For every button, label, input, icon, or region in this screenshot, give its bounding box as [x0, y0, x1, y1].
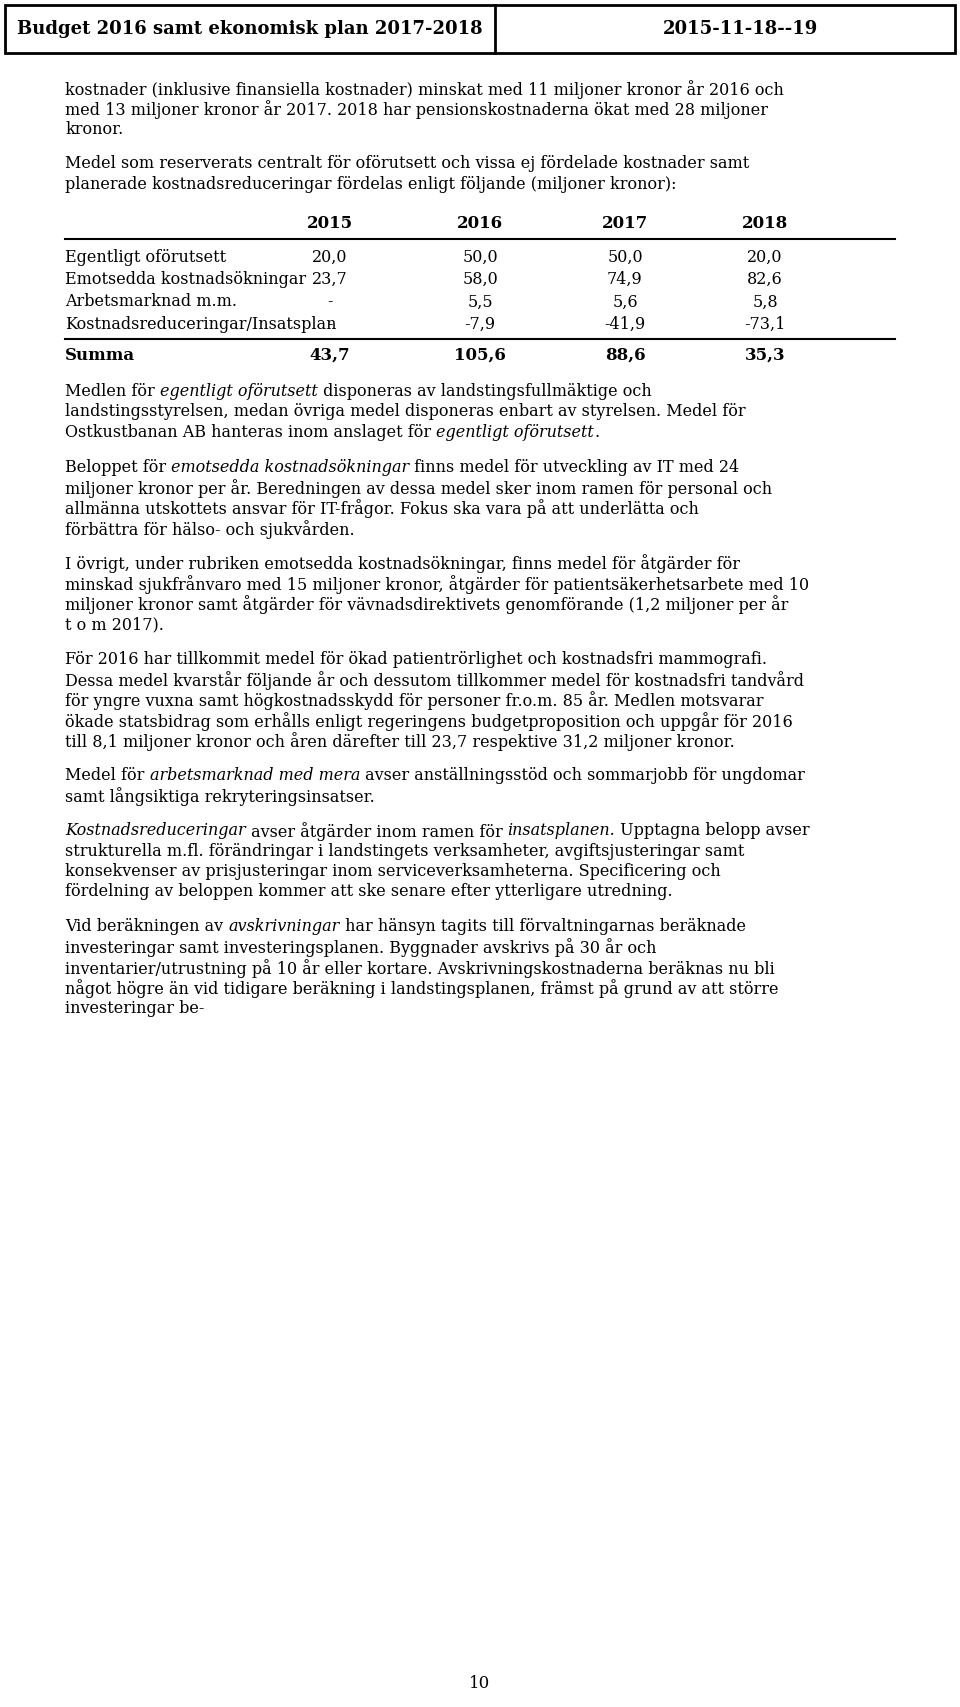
Text: Kostnadsreduceringar: Kostnadsreduceringar — [65, 823, 246, 840]
Text: avser anställningsstöd och sommarjobb för ungdomar: avser anställningsstöd och sommarjobb fö… — [360, 766, 804, 784]
Text: avser åtgärder inom ramen för: avser åtgärder inom ramen för — [246, 823, 508, 842]
Text: 2015: 2015 — [307, 215, 353, 232]
Text: Kostnadsreduceringar/Insatsplan: Kostnadsreduceringar/Insatsplan — [65, 316, 337, 333]
Text: 5,6: 5,6 — [612, 294, 637, 311]
Text: 2015-11-18--19: 2015-11-18--19 — [662, 20, 818, 38]
Text: Beloppet för: Beloppet för — [65, 459, 171, 476]
Text: kronor.: kronor. — [65, 121, 123, 138]
Text: egentligt oförutsett: egentligt oförutsett — [160, 382, 318, 399]
Text: -7,9: -7,9 — [465, 316, 495, 333]
Text: .: . — [594, 423, 599, 440]
Text: Emotsedda kostnadsökningar: Emotsedda kostnadsökningar — [65, 271, 306, 288]
Text: -41,9: -41,9 — [605, 316, 646, 333]
Text: 5,8: 5,8 — [753, 294, 778, 311]
Text: -: - — [327, 316, 333, 333]
Text: avskrivningar: avskrivningar — [228, 918, 340, 935]
Text: egentligt oförutsett: egentligt oförutsett — [436, 423, 594, 440]
Text: landstingsstyrelsen, medan övriga medel disponeras enbart av styrelsen. Medel fö: landstingsstyrelsen, medan övriga medel … — [65, 403, 746, 420]
Text: 43,7: 43,7 — [310, 347, 350, 364]
Text: 2017: 2017 — [602, 215, 648, 232]
Text: 10: 10 — [469, 1675, 491, 1692]
Text: arbetsmarknad med mera: arbetsmarknad med mera — [150, 766, 360, 784]
Text: planerade kostnadsreduceringar fördelas enligt följande (miljoner kronor):: planerade kostnadsreduceringar fördelas … — [65, 176, 677, 193]
Text: förbättra för hälso- och sjukvården.: förbättra för hälso- och sjukvården. — [65, 521, 354, 539]
Text: miljoner kronor samt åtgärder för vävnadsdirektivets genomförande (1,2 miljoner : miljoner kronor samt åtgärder för vävnad… — [65, 596, 788, 615]
Text: 2016: 2016 — [457, 215, 503, 232]
Text: Medel som reserverats centralt för oförutsett och vissa ej fördelade kostnader s: Medel som reserverats centralt för oföru… — [65, 155, 749, 172]
Text: kostnader (inklusive finansiella kostnader) minskat med 11 miljoner kronor år 20: kostnader (inklusive finansiella kostnad… — [65, 80, 784, 99]
Text: 50,0: 50,0 — [607, 249, 643, 266]
Text: Egentligt oförutsett: Egentligt oförutsett — [65, 249, 227, 266]
Text: minskad sjukfrånvaro med 15 miljoner kronor, åtgärder för patientsäkerhetsarbete: minskad sjukfrånvaro med 15 miljoner kro… — [65, 575, 809, 594]
Text: 88,6: 88,6 — [605, 347, 645, 364]
Text: strukturella m.fl. förändringar i landstingets verksamheter, avgiftsjusteringar : strukturella m.fl. förändringar i landst… — [65, 843, 744, 860]
Text: något högre än vid tidigare beräkning i landstingsplanen, främst på grund av att: något högre än vid tidigare beräkning i … — [65, 980, 779, 999]
Text: 58,0: 58,0 — [462, 271, 498, 288]
Text: 35,3: 35,3 — [745, 347, 785, 364]
Text: med 13 miljoner kronor år 2017. 2018 har pensionskostnaderna ökat med 28 miljone: med 13 miljoner kronor år 2017. 2018 har… — [65, 101, 768, 119]
Text: Dessa medel kvarstår följande år och dessutom tillkommer medel för kostnadsfri t: Dessa medel kvarstår följande år och des… — [65, 671, 804, 690]
Text: finns medel för utveckling av IT med 24: finns medel för utveckling av IT med 24 — [409, 459, 739, 476]
Text: investeringar samt investeringsplanen. Byggnader avskrivs på 30 år och: investeringar samt investeringsplanen. B… — [65, 939, 657, 958]
Text: ökade statsbidrag som erhålls enligt regeringens budgetproposition och uppgår fö: ökade statsbidrag som erhålls enligt reg… — [65, 712, 793, 731]
Text: Summa: Summa — [65, 347, 135, 364]
Text: till 8,1 miljoner kronor och åren därefter till 23,7 respektive 31,2 miljoner kr: till 8,1 miljoner kronor och åren däreft… — [65, 732, 734, 751]
Text: -: - — [327, 294, 333, 311]
Text: disponeras av landstingsfullmäktige och: disponeras av landstingsfullmäktige och — [318, 382, 652, 399]
Text: miljoner kronor per år. Beredningen av dessa medel sker inom ramen för personal : miljoner kronor per år. Beredningen av d… — [65, 480, 772, 498]
Text: fördelning av beloppen kommer att ske senare efter ytterligare utredning.: fördelning av beloppen kommer att ske se… — [65, 884, 673, 901]
Text: 2018: 2018 — [742, 215, 788, 232]
Text: Upptagna belopp avser: Upptagna belopp avser — [615, 823, 810, 840]
Text: har hänsyn tagits till förvaltningarnas beräknade: har hänsyn tagits till förvaltningarnas … — [340, 918, 746, 935]
Text: För 2016 har tillkommit medel för ökad patientrörlighet och kostnadsfri mammogra: För 2016 har tillkommit medel för ökad p… — [65, 650, 767, 667]
Text: Medel för: Medel för — [65, 766, 150, 784]
Text: investeringar be-: investeringar be- — [65, 1000, 204, 1017]
Text: Arbetsmarknad m.m.: Arbetsmarknad m.m. — [65, 294, 237, 311]
Bar — [5, 5, 955, 53]
Text: Medlen för: Medlen för — [65, 382, 160, 399]
Text: t o m 2017).: t o m 2017). — [65, 616, 164, 633]
Text: för yngre vuxna samt högkostnadsskydd för personer fr.o.m. 85 år. Medlen motsvar: för yngre vuxna samt högkostnadsskydd fö… — [65, 691, 763, 710]
Text: 82,6: 82,6 — [747, 271, 782, 288]
Text: I övrigt, under rubriken emotsedda kostnadsökningar, finns medel för åtgärder fö: I övrigt, under rubriken emotsedda kostn… — [65, 555, 740, 574]
Text: 23,7: 23,7 — [312, 271, 348, 288]
Text: 20,0: 20,0 — [747, 249, 782, 266]
Text: konsekvenser av prisjusteringar inom serviceverksamheterna. Specificering och: konsekvenser av prisjusteringar inom ser… — [65, 864, 721, 881]
Text: Vid beräkningen av: Vid beräkningen av — [65, 918, 228, 935]
Text: 74,9: 74,9 — [607, 271, 643, 288]
Text: insatsplanen.: insatsplanen. — [508, 823, 615, 840]
Text: allmänna utskottets ansvar för IT-frågor. Fokus ska vara på att underlätta och: allmänna utskottets ansvar för IT-frågor… — [65, 500, 699, 519]
Text: Ostkustbanan AB hanteras inom anslaget för: Ostkustbanan AB hanteras inom anslaget f… — [65, 423, 436, 440]
Text: 20,0: 20,0 — [312, 249, 348, 266]
Text: 5,5: 5,5 — [468, 294, 492, 311]
Text: 105,6: 105,6 — [454, 347, 506, 364]
Text: emotsedda kostnadsökningar: emotsedda kostnadsökningar — [171, 459, 409, 476]
Text: 50,0: 50,0 — [462, 249, 498, 266]
Text: samt långsiktiga rekryteringsinsatser.: samt långsiktiga rekryteringsinsatser. — [65, 787, 374, 806]
Text: inventarier/utrustning på 10 år eller kortare. Avskrivningskostnaderna beräknas : inventarier/utrustning på 10 år eller ko… — [65, 959, 775, 978]
Text: Budget 2016 samt ekonomisk plan 2017-2018: Budget 2016 samt ekonomisk plan 2017-201… — [17, 20, 483, 38]
Text: -73,1: -73,1 — [744, 316, 785, 333]
